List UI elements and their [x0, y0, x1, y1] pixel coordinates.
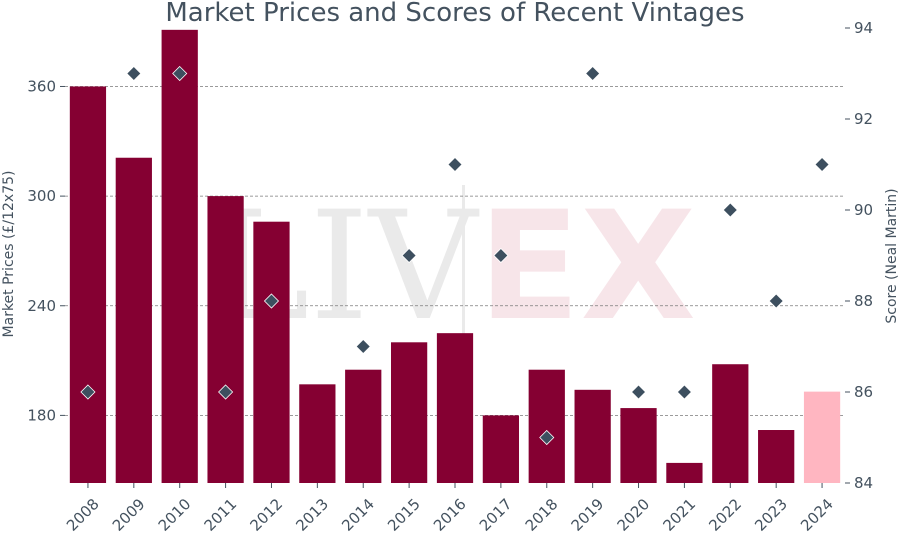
x-tick-label: 2014: [338, 495, 378, 534]
y-right-tick-label: 84: [854, 474, 873, 492]
score-point-2023: [768, 293, 784, 309]
watermark-liv: LIV: [210, 180, 480, 354]
bar-2010: [161, 29, 198, 484]
bar-2020: [620, 408, 657, 483]
y-left-tick-label: 360: [27, 77, 56, 95]
x-tick-label: 2010: [155, 495, 195, 534]
y-axis-left: 180 240 300 360: [27, 77, 65, 424]
y-right-tick-label: 94: [854, 19, 873, 37]
bar-2023: [758, 430, 795, 483]
x-tick-label: 2019: [568, 495, 608, 534]
x-tick-label: 2021: [659, 495, 699, 534]
x-tick-label: 2020: [614, 495, 654, 534]
score-point-2011: [218, 384, 234, 400]
x-tick-label: 2011: [201, 495, 241, 534]
score-point-2014: [355, 338, 371, 355]
score-point-2009: [126, 65, 142, 82]
y-axis-left-label: Market Prices (£/12x75): [1, 171, 17, 338]
score-point-2008: [80, 384, 96, 400]
score-point-2019: [585, 65, 601, 82]
y-axis-right-label: Score (Neal Martin): [884, 188, 900, 323]
x-axis: 2008 2009 2010 2011 2012 2013 2014 2015 2016 2017…: [63, 483, 837, 534]
y-right-tick-label: 92: [854, 110, 873, 128]
score-point-2020: [630, 384, 647, 400]
bar-2018: [528, 369, 565, 483]
y-right-tick-label: 88: [854, 292, 873, 310]
y-left-tick-label: 180: [27, 406, 56, 424]
bar-2015: [390, 342, 428, 483]
watermark-divider: [462, 185, 465, 345]
x-tick-label: 2023: [751, 495, 791, 534]
x-tick-label: 2017: [476, 495, 516, 534]
x-tick-label: 2008: [63, 495, 103, 534]
score-point-2022: [722, 202, 738, 218]
watermark-ex: EX: [478, 180, 696, 354]
score-point-2017: [493, 247, 509, 264]
x-tick-label: 2009: [109, 495, 149, 534]
x-tick-label: 2018: [522, 495, 562, 534]
y-right-tick-label: 86: [854, 383, 873, 401]
score-series: [80, 65, 830, 446]
bar-2012: [253, 221, 290, 484]
score-point-2012: [263, 293, 280, 309]
bar-2016: [436, 333, 474, 483]
score-point-2016: [447, 156, 463, 173]
y-axis-right: 84 86 88 90 92 94: [845, 19, 873, 492]
bar-2011: [207, 196, 244, 483]
bar-series: [69, 29, 841, 484]
score-point-2021: [676, 384, 692, 400]
bar-2008: [69, 86, 107, 484]
x-tick-label: 2016: [430, 495, 470, 534]
bar-2024: [803, 391, 841, 483]
bar-2021: [666, 462, 703, 483]
x-tick-label: 2013: [292, 495, 332, 534]
score-point-2024: [814, 156, 830, 173]
bar-2017: [482, 415, 520, 483]
bar-2009: [115, 157, 152, 483]
y-left-tick-label: 240: [27, 297, 56, 315]
bar-2022: [712, 364, 749, 483]
y-right-tick-label: 90: [854, 201, 873, 219]
score-point-2010: [172, 65, 188, 82]
x-tick-label: 2024: [797, 495, 837, 534]
x-tick-label: 2012: [246, 495, 286, 534]
y-left-tick-label: 300: [27, 187, 56, 205]
bar-2013: [299, 384, 336, 483]
bar-2019: [574, 389, 611, 483]
score-point-2018: [539, 429, 555, 446]
score-point-2015: [401, 247, 417, 264]
x-tick-label: 2015: [384, 495, 424, 534]
x-tick-label: 2022: [705, 495, 745, 534]
bar-2014: [345, 369, 382, 483]
chart-title: Market Prices and Scores of Recent Vinta…: [165, 0, 744, 28]
